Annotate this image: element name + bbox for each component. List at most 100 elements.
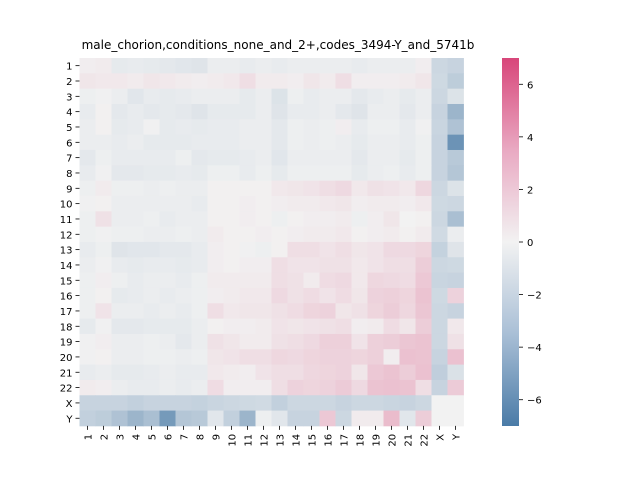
heatmap-cell-16-16	[319, 287, 336, 304]
heatmap-cell-10-21	[399, 195, 416, 212]
heatmap-cell-14-22	[415, 257, 432, 274]
heatmap-cell-X-15	[303, 395, 320, 411]
heatmap-cell-20-18	[351, 349, 368, 365]
heatmap-cell-9-19	[367, 180, 384, 197]
heatmap-cell-18-7	[175, 318, 192, 335]
heatmap-cell-7-14	[287, 149, 304, 166]
heatmap-cell-21-20	[383, 364, 400, 381]
heatmap-cell-17-8	[191, 303, 208, 320]
heatmap-cell-22-2	[95, 379, 112, 396]
heatmap-cell-22-22	[415, 379, 432, 396]
heatmap-cell-4-7	[175, 103, 192, 120]
heatmap-cell-22-X	[431, 379, 448, 396]
heatmap-cell-19-19	[367, 333, 384, 350]
column-tick-label: 21	[404, 434, 415, 447]
heatmap-cell-4-14	[287, 103, 304, 120]
row-tick-label: 13	[60, 246, 73, 257]
heatmap-cell-17-20	[383, 303, 400, 320]
heatmap-cell-19-10	[223, 333, 240, 350]
heatmap-cell-21-5	[143, 364, 160, 381]
heatmap-cell-20-14	[287, 349, 304, 365]
heatmap-cell-X-20	[383, 395, 400, 411]
heatmap-cell-6-5	[143, 134, 160, 151]
heatmap-cell-9-Y	[447, 180, 464, 197]
heatmap-cell-14-17	[335, 257, 352, 274]
heatmap-cell-21-7	[175, 364, 192, 381]
heatmap-cell-10-X	[431, 195, 448, 212]
heatmap-cell-10-11	[239, 195, 256, 212]
heatmap-cell-X-4	[127, 395, 144, 411]
heatmap-cell-20-1	[79, 349, 96, 365]
heatmap-cell-17-12	[255, 303, 272, 320]
heatmap-cell-12-13	[271, 226, 288, 243]
heatmap-cell-6-22	[415, 134, 432, 151]
heatmap-cell-16-3	[111, 287, 128, 304]
heatmap-cell-10-10	[223, 195, 240, 212]
heatmap-cell-14-6	[159, 257, 176, 274]
heatmap-cell-15-3	[111, 272, 128, 289]
heatmap-cell-22-11	[239, 379, 256, 396]
heatmap-cell-3-8	[191, 88, 208, 105]
heatmap-cell-10-7	[175, 195, 192, 212]
heatmap-cell-1-19	[367, 58, 384, 74]
heatmap-cell-16-7	[175, 287, 192, 304]
heatmap-cell-Y-9	[207, 410, 224, 427]
heatmap-cell-1-1	[79, 58, 96, 74]
heatmap-cell-4-17	[335, 103, 352, 120]
heatmap-cell-19-21	[399, 333, 416, 350]
heatmap-cell-18-13	[271, 318, 288, 335]
heatmap-cell-Y-7	[175, 410, 192, 427]
heatmap-cell-5-11	[239, 119, 256, 136]
row-tick-label: 18	[60, 322, 73, 333]
heatmap-cell-11-18	[351, 211, 368, 228]
heatmap-cell-X-10	[223, 395, 240, 411]
heatmap-cell-21-3	[111, 364, 128, 381]
heatmap-cell-19-20	[383, 333, 400, 350]
heatmap-cell-X-11	[239, 395, 256, 411]
heatmap-cell-5-22	[415, 119, 432, 136]
heatmap-cell-16-X	[431, 287, 448, 304]
heatmap-cell-22-7	[175, 379, 192, 396]
heatmap-cell-Y-X	[431, 410, 448, 427]
heatmap-cell-13-5	[143, 241, 160, 258]
heatmap-cell-21-4	[127, 364, 144, 381]
heatmap-cell-5-20	[383, 119, 400, 136]
column-tick-label: 7	[180, 434, 191, 440]
heatmap-cell-Y-22	[415, 410, 432, 427]
heatmap-cell-6-9	[207, 134, 224, 151]
heatmap-cell-22-17	[335, 379, 352, 396]
heatmap-cell-Y-Y	[447, 410, 464, 427]
heatmap-cell-13-16	[319, 241, 336, 258]
heatmap-cell-22-Y	[447, 379, 464, 396]
colorbar-tick-label: 2	[527, 185, 533, 196]
heatmap-cell-19-6	[159, 333, 176, 350]
heatmap-cell-7-3	[111, 149, 128, 166]
heatmap-cell-20-13	[271, 349, 288, 365]
heatmap-cell-Y-17	[335, 410, 352, 427]
heatmap-cell-5-12	[255, 119, 272, 136]
heatmap-cell-14-12	[255, 257, 272, 274]
heatmap-cell-14-7	[175, 257, 192, 274]
heatmap-cell-15-12	[255, 272, 272, 289]
row-tick-label: 16	[60, 292, 73, 303]
heatmap-cell-7-5	[143, 149, 160, 166]
column-tick-label: 18	[356, 434, 367, 447]
heatmap-cell-20-22	[415, 349, 432, 365]
row-tick-label: 10	[60, 200, 73, 211]
heatmap-cell-Y-20	[383, 410, 400, 427]
heatmap-cell-11-8	[191, 211, 208, 228]
colorbar	[502, 58, 519, 426]
heatmap-cell-10-18	[351, 195, 368, 212]
heatmap-cell-11-14	[287, 211, 304, 228]
heatmap-cell-11-16	[319, 211, 336, 228]
colorbar-tick-label: 4	[527, 133, 533, 144]
heatmap-cell-12-5	[143, 226, 160, 243]
column-tick-label: 3	[116, 434, 127, 440]
heatmap-cell-18-8	[191, 318, 208, 335]
heatmap-cell-21-21	[399, 364, 416, 381]
heatmap-cell-2-19	[367, 73, 384, 90]
heatmap-cell-11-9	[207, 211, 224, 228]
heatmap-cell-9-7	[175, 180, 192, 197]
heatmap-cell-2-1	[79, 73, 96, 90]
heatmap-cell-12-21	[399, 226, 416, 243]
